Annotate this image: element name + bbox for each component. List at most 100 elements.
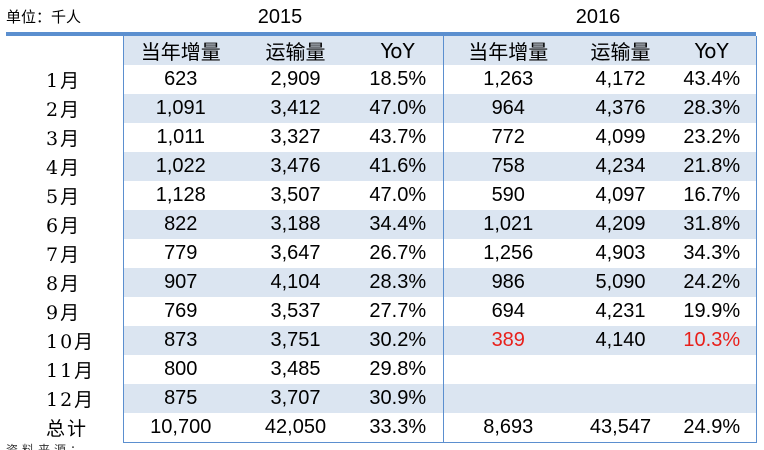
table-cell: 875 [122, 384, 238, 413]
table-cell: 758 [442, 152, 573, 181]
table-cell: 28.3% [353, 268, 443, 297]
table-cell: 3,476 [238, 152, 353, 181]
table-cell: 42,050 [238, 413, 353, 443]
table-cell: 3,485 [270, 358, 321, 380]
table-cell: 34.3% [668, 239, 757, 268]
month-label: 9月 [46, 302, 82, 324]
table-cell: 10.3% [668, 326, 757, 355]
column-header: 运输量 [238, 36, 353, 65]
header-rule [6, 32, 756, 36]
table-cell: 26.7% [369, 242, 427, 264]
table-cell: 4,097 [595, 184, 646, 206]
column-header-row: 当年增量 运输量 YoY 当年增量 运输量 YoY [6, 36, 757, 65]
table-cell: 3,537 [270, 300, 321, 322]
table-row: 7月 779 3,647 26.7% 1,256 4,903 34.3% [6, 239, 757, 268]
column-header: YoY [353, 36, 443, 65]
table-row: 6月 822 3,188 34.4% 1,021 4,209 31.8% [6, 210, 757, 239]
table-cell: 1,091 [122, 94, 238, 123]
table-cell: 34.4% [353, 210, 443, 239]
table-cell: 19.9% [668, 297, 757, 326]
table-row: 11月 800 3,485 29.8% [6, 355, 757, 384]
table-cell: 43.7% [369, 126, 427, 148]
month-label: 5月 [46, 186, 82, 208]
footnote-partial: 资料来源： [6, 443, 87, 450]
table-row: 1月 623 2,909 18.5% 1,263 4,172 43.4% [6, 65, 757, 94]
column-header: 当年增量 [122, 36, 238, 65]
table-cell [442, 384, 573, 413]
table-cell: 8,693 [442, 413, 573, 443]
table-row: 3月 1,011 3,327 43.7% 772 4,099 23.2% [6, 123, 757, 152]
table-cell: 623 [122, 65, 238, 94]
table-cell [573, 355, 668, 384]
table-cell: 10,700 [122, 413, 238, 443]
table-cell: 3,707 [238, 384, 353, 413]
month-header-cell [6, 36, 123, 65]
table-cell: 24.9% [668, 413, 757, 443]
table-row: 8月 907 4,104 28.3% 986 5,090 24.2% [6, 268, 757, 297]
table-row: 4月 1,022 3,476 41.6% 758 4,234 21.8% [6, 152, 757, 181]
table-cell: 3,647 [270, 242, 321, 264]
table-cell: 4,376 [573, 94, 668, 123]
table-row: 5月 1,128 3,507 47.0% 590 4,097 16.7% [6, 181, 757, 210]
table-cell: 4,140 [573, 326, 668, 355]
table-cell: 769 [122, 297, 238, 326]
table-cell: 822 [122, 210, 238, 239]
month-label: 1月 [46, 70, 82, 92]
table-cell: 590 [442, 181, 573, 210]
table-cell: 4,099 [595, 126, 646, 148]
table-cell: 986 [442, 268, 573, 297]
table-cell: 43,547 [573, 413, 668, 443]
table-cell: 18.5% [369, 68, 427, 90]
table-cell [668, 355, 757, 384]
month-label: 11月 [46, 360, 96, 382]
table-cell: 4,104 [238, 268, 353, 297]
year-header-2015: 2015 [257, 6, 303, 28]
table-cell: 3,751 [238, 326, 353, 355]
table-cell: 4,903 [595, 242, 646, 264]
month-label: 6月 [46, 215, 82, 237]
month-label: 7月 [46, 244, 82, 266]
table-cell: 23.2% [668, 123, 757, 152]
column-header: 运输量 [573, 36, 668, 65]
table-cell: 27.7% [369, 300, 427, 322]
year-header-2016: 2016 [575, 6, 621, 28]
table-cell: 3,412 [238, 94, 353, 123]
table-cell: 5,090 [573, 268, 668, 297]
table-body: 1月 623 2,909 18.5% 1,263 4,172 43.4% 2月 1,091 3,4… [6, 65, 757, 443]
unit-label: 单位：千人 [6, 8, 82, 26]
month-label: 总计 [46, 418, 89, 441]
table-cell: 3,188 [238, 210, 353, 239]
month-label: 8月 [46, 273, 82, 295]
table-cell: 4,172 [595, 68, 646, 90]
table-cell: 33.3% [353, 413, 443, 443]
table-cell: 29.8% [369, 358, 427, 380]
table-cell: 772 [442, 123, 573, 152]
column-header: 当年增量 [442, 36, 573, 65]
table-cell: 24.2% [668, 268, 757, 297]
table-cell: 873 [122, 326, 238, 355]
month-label: 3月 [46, 128, 82, 150]
table-cell: 4,234 [573, 152, 668, 181]
table-cell: 2,909 [270, 68, 321, 90]
table-cell: 800 [122, 355, 238, 384]
table-cell: 30.9% [353, 384, 443, 413]
table-row: 2月 1,091 3,412 47.0% 964 4,376 28.3% [6, 94, 757, 123]
ridership-table: 当年增量 运输量 YoY 当年增量 运输量 YoY 1月 623 2,909 18.5… [6, 36, 757, 443]
table-cell: 31.8% [668, 210, 757, 239]
table-cell: 964 [442, 94, 573, 123]
table-cell: 4,209 [573, 210, 668, 239]
table-cell: 47.0% [353, 94, 443, 123]
table-cell [442, 355, 573, 384]
table-cell: 907 [122, 268, 238, 297]
table-cell: 16.7% [668, 181, 757, 210]
table-cell [573, 384, 668, 413]
table-row: 10月 873 3,751 30.2% 389 4,140 10.3% [6, 326, 757, 355]
table-cell: 1,011 [122, 123, 238, 152]
table-cell: 3,327 [270, 126, 321, 148]
month-label: 4月 [46, 157, 82, 179]
table-cell: 43.4% [668, 65, 757, 94]
table-cell: 779 [122, 239, 238, 268]
table-cell: 694 [442, 297, 573, 326]
month-label: 2月 [46, 99, 82, 121]
table-cell: 4,231 [595, 300, 646, 322]
